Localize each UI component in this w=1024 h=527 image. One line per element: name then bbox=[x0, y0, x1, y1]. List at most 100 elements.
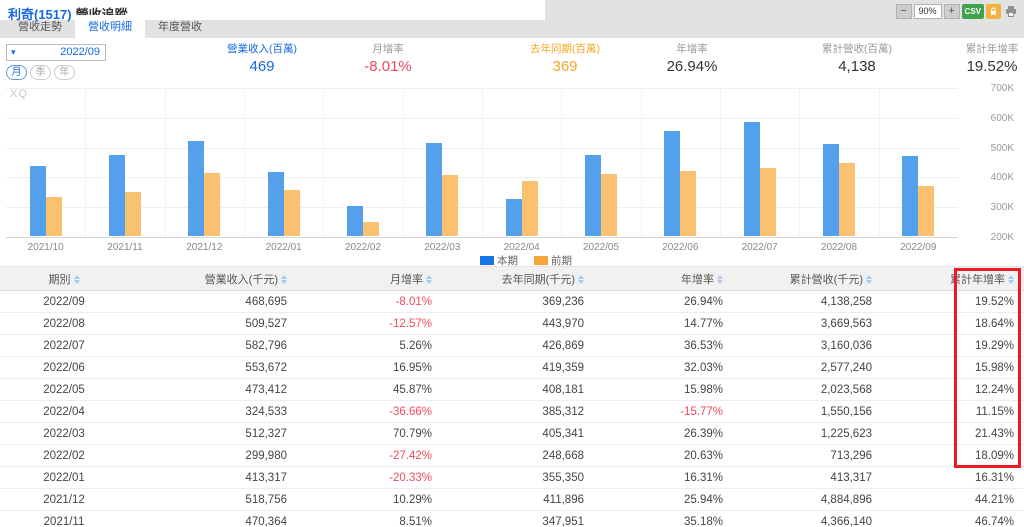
y-axis-tick: 200K bbox=[962, 232, 1014, 243]
zoom-level-display[interactable]: 90% bbox=[914, 4, 942, 19]
bar-current-2022/04 bbox=[506, 199, 522, 236]
sort-header-4[interactable]: 年增率 bbox=[600, 267, 727, 291]
cell: 2022/04 bbox=[0, 401, 128, 423]
cell: -8.01% bbox=[300, 291, 440, 313]
cell: 468,695 bbox=[128, 291, 300, 313]
lock-icon[interactable] bbox=[986, 4, 1001, 19]
top-bar: 利奇(1517)營收追蹤 營收走勢 營收明細 年度營收 − 90% + CSV bbox=[0, 0, 1024, 38]
sort-header-3[interactable]: 去年同期(千元) bbox=[440, 267, 600, 291]
frequency-quarter-button[interactable]: 季 bbox=[30, 65, 51, 80]
cell: 385,312 bbox=[440, 401, 600, 423]
bar-previous-2022/06 bbox=[680, 171, 696, 236]
cell: 324,533 bbox=[128, 401, 300, 423]
chevron-down-icon: ▾ bbox=[11, 47, 16, 58]
zoom-in-button[interactable]: + bbox=[944, 4, 960, 19]
stat-value: 19.52% bbox=[966, 58, 1019, 75]
cell: 405,341 bbox=[440, 423, 600, 445]
cell: 512,327 bbox=[128, 423, 300, 445]
bar-previous-2022/08 bbox=[839, 163, 855, 236]
cell: 44.21% bbox=[905, 489, 1024, 511]
sort-header-1[interactable]: 營業收入(千元) bbox=[128, 267, 300, 291]
cell: 35.18% bbox=[600, 511, 727, 527]
zoom-out-button[interactable]: − bbox=[896, 4, 912, 19]
x-axis-tick: 2021/10 bbox=[6, 242, 85, 253]
stat-cumulative-revenue: 累計營收(百萬) 4,138 bbox=[822, 41, 892, 75]
cell: 4,138,258 bbox=[727, 291, 905, 313]
header-label: 年增率 bbox=[681, 274, 714, 286]
x-axis-tick: 2022/05 bbox=[561, 242, 640, 253]
cell: 19.52% bbox=[905, 291, 1024, 313]
x-axis-tick: 2022/03 bbox=[403, 242, 482, 253]
bar-previous-2022/07 bbox=[760, 168, 776, 236]
cell: 248,668 bbox=[440, 445, 600, 467]
tab-revenue-detail[interactable]: 營收明細 bbox=[75, 15, 145, 38]
csv-export-button[interactable]: CSV bbox=[962, 4, 984, 19]
legend-swatch-icon bbox=[480, 256, 494, 265]
bar-current-2022/02 bbox=[347, 206, 363, 236]
cell: 21.43% bbox=[905, 423, 1024, 445]
x-axis-tick: 2022/01 bbox=[244, 242, 323, 253]
cell: 45.87% bbox=[300, 379, 440, 401]
header-label: 期別 bbox=[49, 274, 71, 286]
gridline bbox=[165, 88, 166, 237]
period-dropdown[interactable]: ▾ 2022/09 bbox=[6, 44, 106, 61]
cell: 413,317 bbox=[727, 467, 905, 489]
sort-header-2[interactable]: 月增率 bbox=[300, 267, 440, 291]
cell: 15.98% bbox=[905, 357, 1024, 379]
stat-mom-growth: 月增率 -8.01% bbox=[364, 41, 412, 75]
cell: 2022/07 bbox=[0, 335, 128, 357]
cell: 1,550,156 bbox=[727, 401, 905, 423]
y-axis-tick: 400K bbox=[962, 172, 1014, 183]
sort-arrows-icon bbox=[1008, 275, 1014, 284]
y-axis-tick: 500K bbox=[962, 143, 1014, 154]
cell: 2022/08 bbox=[0, 313, 128, 335]
x-axis-tick: 2022/09 bbox=[879, 242, 958, 253]
stat-label: 累計營收(百萬) bbox=[822, 41, 892, 56]
sort-header-5[interactable]: 累計營收(千元) bbox=[727, 267, 905, 291]
header-label: 累計營收(千元) bbox=[790, 274, 863, 286]
gridline bbox=[244, 88, 245, 237]
cell: 3,669,563 bbox=[727, 313, 905, 335]
cell: 470,364 bbox=[128, 511, 300, 527]
stat-label: 累計年增率 bbox=[966, 41, 1019, 56]
cell: 25.94% bbox=[600, 489, 727, 511]
bar-previous-2022/02 bbox=[363, 222, 379, 237]
cell: 11.15% bbox=[905, 401, 1024, 423]
sort-header-0[interactable]: 期別 bbox=[0, 267, 128, 291]
sort-header-6[interactable]: 累計年增率 bbox=[905, 267, 1024, 291]
cell: 413,317 bbox=[128, 467, 300, 489]
header-label: 去年同期(千元) bbox=[502, 274, 575, 286]
gridline bbox=[561, 88, 562, 237]
frequency-month-button[interactable]: 月 bbox=[6, 65, 27, 80]
cell: 18.64% bbox=[905, 313, 1024, 335]
stat-value: 26.94% bbox=[667, 58, 718, 75]
sort-arrows-icon bbox=[426, 275, 432, 284]
gridline bbox=[799, 88, 800, 237]
revenue-table-container: 期別 營業收入(千元)月增率 去年同期(千元) 年增率 累計營收(千元) 累計年增率 20… bbox=[0, 266, 1024, 527]
stat-last-year-same-period: 去年同期(百萬) 369 bbox=[530, 41, 600, 75]
sort-arrows-icon bbox=[281, 275, 287, 284]
frequency-year-button[interactable]: 年 bbox=[54, 65, 75, 80]
header-label: 累計年增率 bbox=[950, 274, 1005, 286]
printer-icon[interactable] bbox=[1003, 4, 1019, 19]
toolbar: − 90% + CSV bbox=[896, 4, 1019, 19]
bar-previous-2022/09 bbox=[918, 186, 934, 236]
cell: 19.29% bbox=[905, 335, 1024, 357]
cell: 2022/06 bbox=[0, 357, 128, 379]
cell: 473,412 bbox=[128, 379, 300, 401]
stat-value: -8.01% bbox=[364, 58, 412, 75]
cell: 26.94% bbox=[600, 291, 727, 313]
cell: 26.39% bbox=[600, 423, 727, 445]
tab-revenue-trend[interactable]: 營收走勢 bbox=[5, 15, 75, 38]
bar-current-2022/06 bbox=[664, 131, 680, 236]
cell: 4,884,896 bbox=[727, 489, 905, 511]
bar-previous-2022/01 bbox=[284, 190, 300, 236]
bar-current-2022/01 bbox=[268, 172, 284, 236]
cell: 2022/05 bbox=[0, 379, 128, 401]
stat-label: 營業收入(百萬) bbox=[227, 41, 297, 56]
tab-annual-revenue[interactable]: 年度營收 bbox=[145, 15, 215, 38]
